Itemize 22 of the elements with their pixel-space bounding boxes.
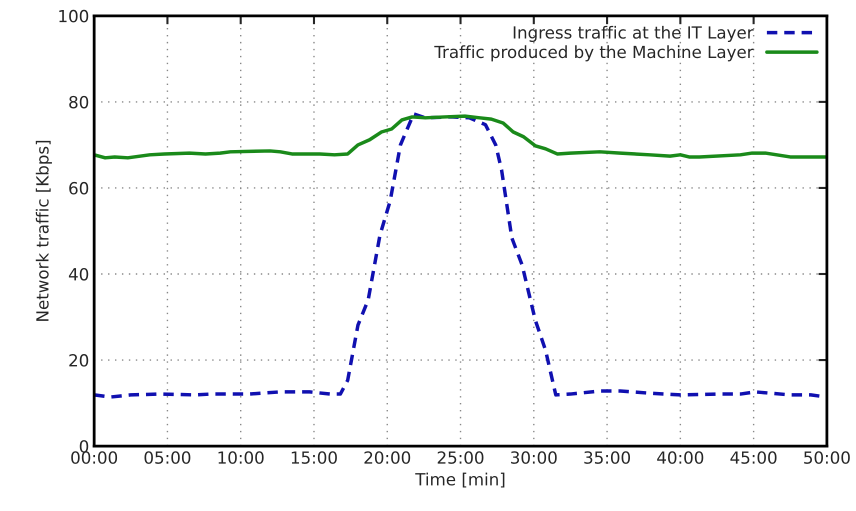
x-tick-label: 30:00 <box>511 451 557 464</box>
x-tick-label: 00:00 <box>71 451 118 464</box>
x-tick-label: 05:00 <box>144 451 190 464</box>
y-tick-label: 60 <box>69 182 88 195</box>
y-tick-label: 80 <box>69 96 88 108</box>
y-tick-label: 0 <box>80 440 88 453</box>
x-axis-title: Time [min] <box>415 472 504 488</box>
x-tick-label: 10:00 <box>218 451 264 464</box>
y-axis-title: Network traffic [Kbps] <box>36 140 52 321</box>
x-tick-label: 45:00 <box>730 451 777 464</box>
y-tick-label: 20 <box>69 354 88 367</box>
x-tick-label: 20:00 <box>364 451 410 464</box>
x-tick-label: 40:00 <box>657 451 704 464</box>
y-tick-label: 40 <box>68 268 88 281</box>
x-tick-label: 15:00 <box>292 451 337 464</box>
x-tick-label: 25:00 <box>438 451 484 464</box>
legend-label: Traffic produced by the Machine Layer <box>434 45 754 62</box>
line-series <box>94 114 827 160</box>
legend-label: Ingress traffic at the IT Layer <box>514 26 754 42</box>
y-tick-label: 100 <box>59 10 88 22</box>
x-tick-label: 35:00 <box>584 451 630 464</box>
x-tick-label: 50:00 <box>804 451 850 464</box>
